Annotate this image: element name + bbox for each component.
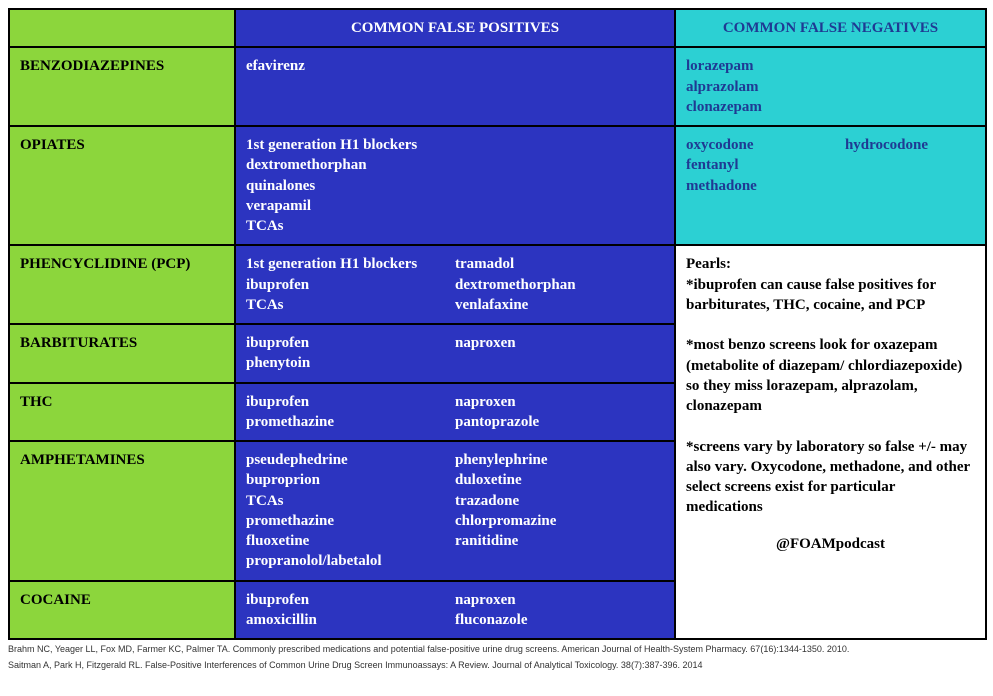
citation-1: Brahm NC, Yeager LL, Fox MD, Farmer KC, …: [8, 644, 985, 656]
pos-left: pseudephedrinebuproprionTCAspromethazine…: [246, 450, 455, 572]
drug-name: COCAINE: [9, 581, 235, 640]
drug-name: PHENCYCLIDINE (PCP): [9, 245, 235, 324]
false-positives-cell: 1st generation H1 blockersdextromethorph…: [235, 126, 675, 245]
podcast-handle: @FOAMpodcast: [686, 534, 975, 554]
header-blank: [9, 9, 235, 47]
pos-left: ibuprofenamoxicillin: [246, 590, 455, 631]
header-false-positives: COMMON FALSE POSITIVES: [235, 9, 675, 47]
row-opiates: OPIATES 1st generation H1 blockersdextro…: [9, 126, 986, 245]
false-positives-cell: ibuprofenphenytoin naproxen: [235, 324, 675, 383]
pos-right: phenylephrineduloxetinetrazadonechlorpro…: [455, 450, 664, 572]
pos-right: naproxenpantoprazole: [455, 392, 664, 433]
citation-2: Saitman A, Park H, Fitzgerald RL. False-…: [8, 660, 985, 672]
false-positives-cell: ibuprofenamoxicillin naproxenfluconazole: [235, 581, 675, 640]
drug-name: THC: [9, 383, 235, 442]
drug-name: AMPHETAMINES: [9, 441, 235, 581]
false-negatives-cell: oxycodonefentanylmethadone hydrocodone: [675, 126, 986, 245]
neg-left: oxycodonefentanylmethadone: [686, 135, 845, 196]
pos-left: ibuprofenphenytoin: [246, 333, 455, 374]
false-positives-cell: pseudephedrinebuproprionTCAspromethazine…: [235, 441, 675, 581]
false-negatives-cell: lorazepamalprazolamclonazepam: [675, 47, 986, 126]
drug-name: BENZODIAZEPINES: [9, 47, 235, 126]
row-benzodiazepines: BENZODIAZEPINES efavirenz lorazepamalpra…: [9, 47, 986, 126]
pearls-title: Pearls:: [686, 254, 975, 274]
row-pcp: PHENCYCLIDINE (PCP) 1st generation H1 bl…: [9, 245, 986, 324]
pos-right: naproxen: [455, 333, 664, 374]
pearls-cell: Pearls: *ibuprofen can cause false posit…: [675, 245, 986, 639]
pearls-p3: *screens vary by laboratory so false +/-…: [686, 437, 975, 518]
header-row: COMMON FALSE POSITIVES COMMON FALSE NEGA…: [9, 9, 986, 47]
pos-left: ibuprofenpromethazine: [246, 392, 455, 433]
pearls-p2: *most benzo screens look for oxazepam (m…: [686, 335, 975, 416]
false-positives-cell: 1st generation H1 blockersibuprofenTCAs …: [235, 245, 675, 324]
pearls-p1: *ibuprofen can cause false positives for…: [686, 275, 975, 316]
neg-right: hydrocodone: [845, 135, 975, 196]
pos-right: naproxenfluconazole: [455, 590, 664, 631]
drug-screen-table: COMMON FALSE POSITIVES COMMON FALSE NEGA…: [8, 8, 987, 640]
header-false-negatives: COMMON FALSE NEGATIVES: [675, 9, 986, 47]
pos-left: 1st generation H1 blockersibuprofenTCAs: [246, 254, 455, 315]
drug-name: BARBITURATES: [9, 324, 235, 383]
drug-name: OPIATES: [9, 126, 235, 245]
false-positives-cell: efavirenz: [235, 47, 675, 126]
pos-right: tramadoldextromethorphanvenlafaxine: [455, 254, 664, 315]
false-positives-cell: ibuprofenpromethazine naproxenpantoprazo…: [235, 383, 675, 442]
